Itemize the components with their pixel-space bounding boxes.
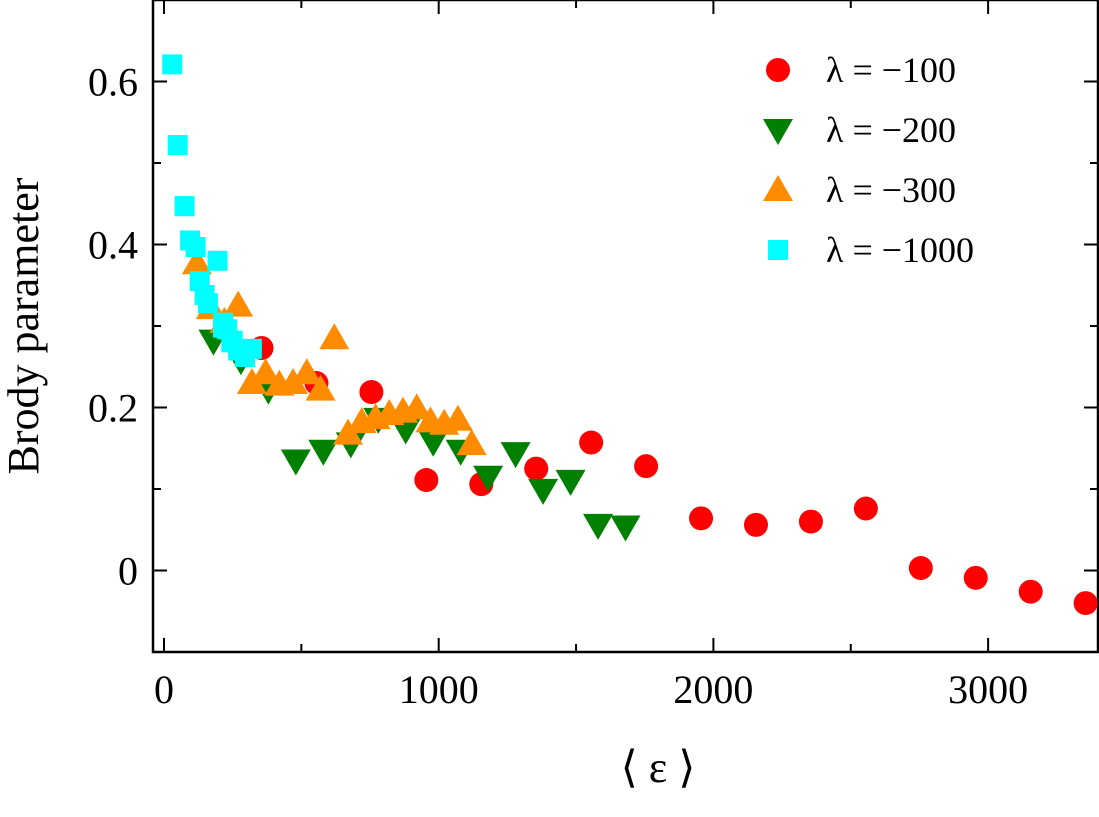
legend-item: λ = −100 (766, 50, 956, 90)
x-tick-label: 1000 (399, 667, 479, 712)
data-point (853, 496, 878, 521)
data-point (1073, 591, 1098, 616)
data-point (743, 512, 768, 537)
legend-label: λ = −100 (826, 50, 956, 90)
data-point (963, 565, 988, 590)
legend-marker (763, 119, 793, 145)
data-point (207, 250, 228, 271)
data-point (798, 509, 823, 534)
data-point (634, 454, 659, 479)
data-point (473, 465, 504, 492)
data-points (162, 54, 1098, 616)
y-tick-label: 0.6 (88, 60, 138, 105)
data-point (500, 442, 531, 469)
x-tick-label: 2000 (673, 667, 753, 712)
legend-marker (766, 58, 790, 82)
series-triangle-down (198, 329, 641, 542)
data-point (236, 368, 267, 395)
axis-ticks: 0 1000 2000 3000 0 0.2 0.4 0.6 (88, 0, 1098, 712)
data-point (197, 293, 218, 314)
series-circle (249, 336, 1098, 616)
x-tick-label: 0 (154, 667, 174, 712)
legend-item: λ = −1000 (768, 230, 974, 270)
data-point (319, 323, 350, 350)
data-point (555, 469, 586, 496)
data-point (528, 478, 559, 505)
data-point (291, 358, 322, 385)
data-point (167, 135, 188, 156)
data-point (359, 380, 384, 405)
y-tick-label: 0.2 (88, 386, 138, 431)
y-axis-label: Brody parameter (0, 177, 48, 474)
y-tick-label: 0 (118, 549, 138, 594)
data-point (1018, 579, 1043, 604)
data-point (456, 429, 487, 456)
x-tick-label: 3000 (948, 667, 1028, 712)
legend-label: λ = −1000 (826, 230, 974, 270)
data-point (241, 338, 262, 359)
data-point (162, 54, 183, 75)
data-point (908, 556, 933, 581)
legend-marker (763, 175, 793, 201)
data-point (223, 290, 254, 317)
data-point (181, 248, 212, 275)
data-point (442, 404, 473, 431)
legend-item: λ = −200 (763, 110, 956, 150)
data-point (305, 374, 336, 401)
y-tick-label: 0.4 (88, 223, 138, 268)
data-point (185, 236, 206, 257)
data-point (278, 368, 309, 395)
x-axis-label: ⟨ ε ⟩ (621, 743, 696, 792)
data-point (524, 456, 549, 481)
data-point (401, 393, 432, 420)
legend-label: λ = −200 (826, 110, 956, 150)
data-point (414, 468, 439, 493)
data-point (689, 506, 714, 531)
legend-marker (768, 240, 788, 260)
data-point (250, 358, 281, 385)
data-point (280, 449, 311, 476)
legend-item: λ = −300 (763, 170, 956, 210)
data-point (579, 430, 604, 455)
data-point (583, 513, 614, 540)
data-point (610, 515, 641, 542)
data-point (174, 196, 195, 217)
data-point (418, 430, 449, 457)
plot-frame (151, 0, 1099, 654)
series-square (162, 54, 262, 367)
legend: λ = −100 λ = −200 λ = −300 λ = −1000 (763, 50, 974, 270)
legend-label: λ = −300 (826, 170, 956, 210)
data-point (221, 332, 242, 353)
data-point (308, 439, 339, 466)
